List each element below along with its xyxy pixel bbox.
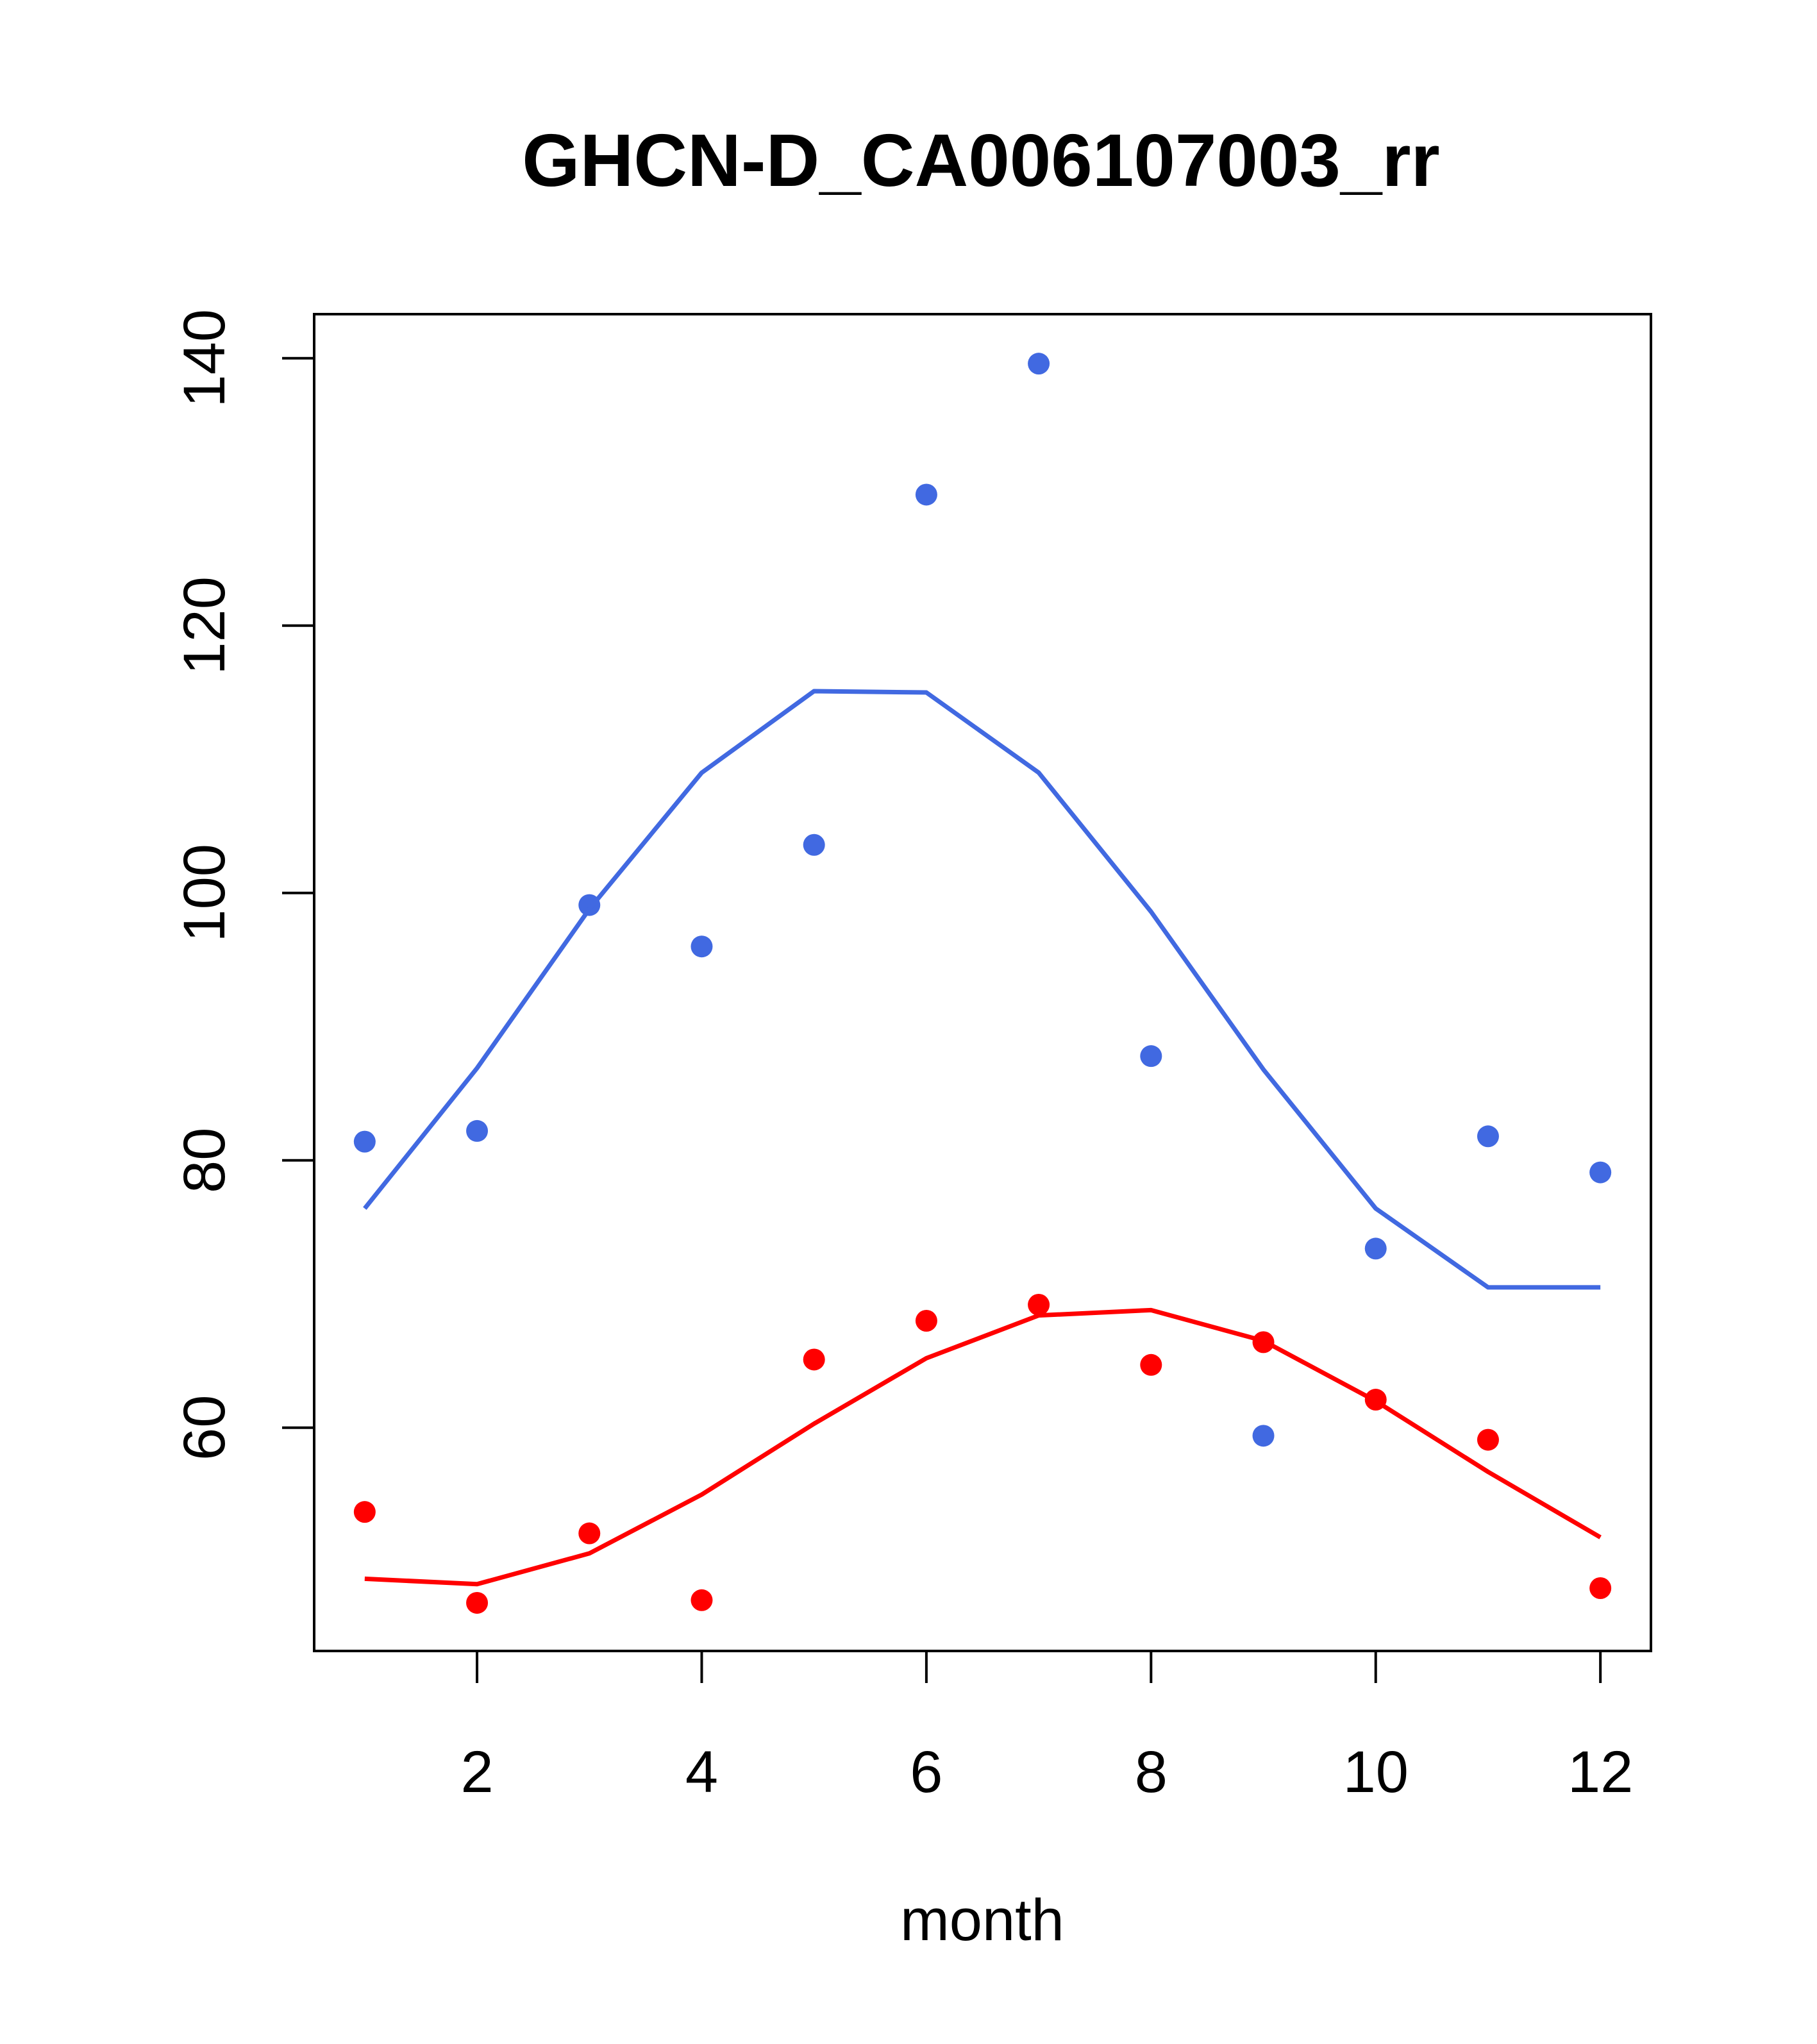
x-axis-label: month xyxy=(900,1888,1064,1953)
data-point xyxy=(1140,1353,1162,1376)
series-line xyxy=(364,1307,1602,1587)
series-layer xyxy=(353,353,1612,1614)
data-point xyxy=(915,483,937,506)
data-point xyxy=(1364,1237,1387,1260)
x-tick-label: 12 xyxy=(1568,1739,1633,1805)
x-axis: 2 4 6 8 10 12 xyxy=(460,1650,1633,1805)
data-point xyxy=(353,1130,376,1153)
data-point xyxy=(803,1348,825,1371)
y-tick-label: 80 xyxy=(172,1128,237,1193)
series-blue-curve xyxy=(363,689,1601,1290)
data-point xyxy=(1589,1577,1612,1600)
x-tick-label: 2 xyxy=(460,1739,493,1805)
data-point xyxy=(578,1522,601,1545)
data-point xyxy=(353,1501,376,1523)
x-tick-label: 4 xyxy=(685,1739,718,1805)
data-point xyxy=(1477,1428,1499,1451)
series-red-points xyxy=(353,1293,1612,1614)
y-tick-label: 120 xyxy=(172,576,237,674)
y-tick-label: 100 xyxy=(172,844,237,942)
data-point xyxy=(691,935,713,958)
x-tick-label: 6 xyxy=(910,1739,942,1805)
chart-title: GHCN-D_CA006107003_rr xyxy=(522,119,1439,202)
data-point xyxy=(1140,1045,1162,1068)
x-tick-label: 8 xyxy=(1135,1739,1168,1805)
data-point xyxy=(1028,353,1050,375)
y-tick-label: 140 xyxy=(172,309,237,408)
data-point xyxy=(466,1591,489,1614)
series-red-curve xyxy=(364,1307,1602,1587)
y-axis: 60 80 100 120 140 xyxy=(172,309,315,1461)
data-point xyxy=(691,1589,713,1611)
data-point xyxy=(1589,1161,1612,1184)
data-point xyxy=(1477,1125,1499,1148)
data-point xyxy=(803,834,825,856)
data-point xyxy=(1252,1425,1275,1447)
series-line xyxy=(363,689,1601,1290)
data-point xyxy=(915,1310,937,1332)
x-tick-label: 10 xyxy=(1343,1739,1409,1805)
data-point xyxy=(1028,1293,1050,1316)
data-point xyxy=(466,1119,489,1142)
y-tick-label: 60 xyxy=(172,1395,237,1461)
series-blue-points xyxy=(353,353,1612,1447)
